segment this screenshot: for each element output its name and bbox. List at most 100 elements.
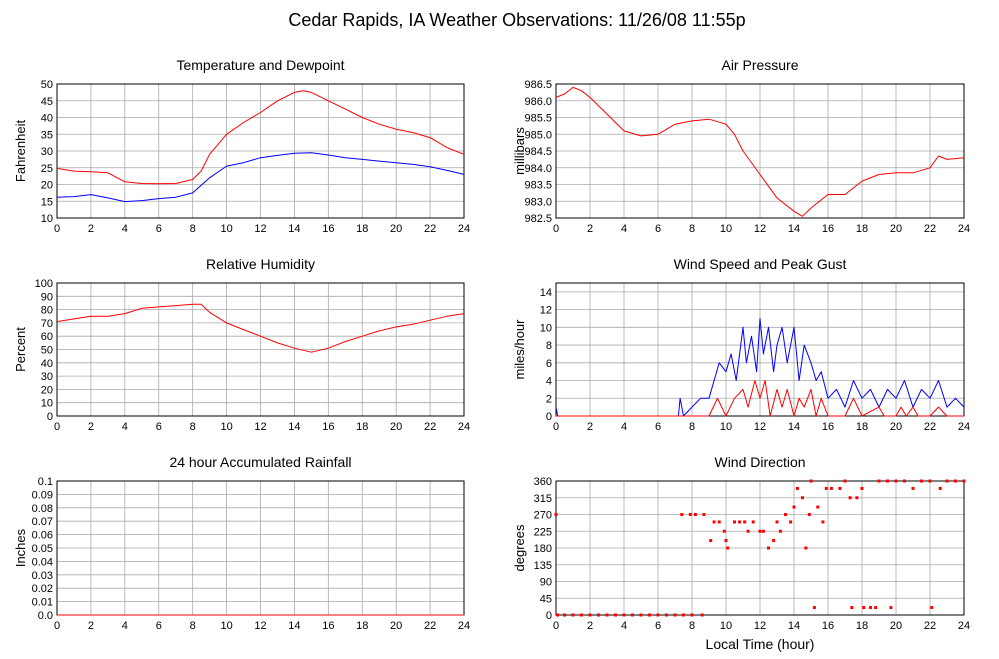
humidity-y-tick-label: 30 [41,371,53,383]
humidity-y-tick-label: 10 [41,398,53,410]
wind-x-tick-label: 24 [958,421,970,433]
temp-y-tick-label: 45 [41,96,53,108]
winddir-point [717,520,721,524]
humidity-y-tick-label: 40 [41,358,53,370]
wind-y-tick-label: 2 [546,393,552,405]
winddir-point [954,479,957,483]
wind-x-tick-label: 14 [788,421,800,433]
pressure-x-tick-label: 20 [890,223,902,235]
rain-x-tick-label: 10 [220,620,232,632]
pressure-y-tick-label: 983.0 [524,196,552,208]
winddir-point [733,520,736,524]
winddir-point [639,613,643,617]
temp-x-tick-label: 20 [390,223,402,235]
wind-x-tick-label: 0 [553,421,559,433]
temp-y-tick-label: 15 [41,196,53,208]
temp-x-tick-label: 10 [220,223,232,235]
winddir-point [722,529,726,533]
wind-x-tick-label: 16 [822,421,834,433]
wind-series-line-1 [555,318,965,417]
winddir-x-tick-label: 14 [788,620,800,632]
winddir-point [801,496,804,500]
humidity-y-tick-label: 80 [41,305,53,317]
winddir-point [894,479,898,483]
temp-y-tick-label: 25 [41,163,53,175]
humidity-x-tick-label: 4 [122,421,128,433]
rain-y-tick-label: 0.05 [32,543,53,555]
winddir-point [886,479,889,483]
wind-x-tick-label: 10 [720,421,732,433]
winddir-x-tick-label: 4 [621,620,627,632]
winddir-x-tick-label: 20 [890,620,902,632]
winddir-point [751,520,755,524]
winddir-point [812,606,816,610]
humidity-title: Relative Humidity [206,256,315,272]
winddir-point [693,513,697,516]
pressure-x-tick-label: 16 [822,223,834,235]
humidity-x-tick-label: 18 [356,421,368,433]
wind-title: Wind Speed and Peak Gust [674,256,847,272]
winddir-point [843,479,847,483]
winddir-point [690,613,694,617]
winddir-point [816,505,820,509]
winddir-point [571,613,575,617]
winddir-x-tick-label: 16 [822,620,834,632]
wind-x-tick-label: 22 [924,421,936,433]
winddir-point [789,520,793,524]
temp-title: Temperature and Dewpoint [176,57,344,73]
winddir-point [597,613,600,617]
winddir-point [807,513,811,516]
winddir-y-tick-label: 270 [534,510,552,522]
pressure-x-tick-label: 24 [958,223,970,235]
rain-x-tick-label: 4 [122,620,128,632]
winddir-point [930,606,934,610]
rain-x-tick-label: 12 [254,620,266,632]
humidity-y-tick-label: 100 [35,278,53,290]
temp-y-tick-label: 10 [41,213,53,225]
winddir-y-axis-label: degrees [512,524,527,571]
winddir-point [702,513,706,516]
rain-y-tick-label: 0.01 [32,597,53,609]
winddir-point [761,529,765,533]
pressure-title: Air Pressure [721,57,798,73]
winddir-point [945,479,949,483]
winddir-point [784,513,787,516]
x-axis-label: Local Time (hour) [706,636,815,652]
rain-y-tick-label: 0.03 [32,570,53,582]
winddir-y-tick-label: 90 [540,577,552,589]
winddir-point [622,613,626,617]
pressure-series-line-1 [555,86,965,217]
pressure-y-tick-label: 984.5 [524,146,552,158]
pressure-x-tick-label: 6 [655,223,661,235]
wind-y-tick-label: 12 [540,305,552,317]
temp-x-tick-label: 4 [122,223,128,235]
pressure-x-tick-label: 0 [553,223,559,235]
winddir-point [614,613,617,617]
humidity-y-tick-label: 70 [41,318,53,330]
winddir-point [938,486,942,490]
wind-x-tick-label: 18 [856,421,868,433]
humidity-series-line-1 [56,303,465,353]
winddir-point [962,479,966,483]
humidity-x-tick-label: 8 [190,421,196,433]
temp-x-tick-label: 12 [254,223,266,235]
humidity-x-tick-label: 14 [288,421,300,433]
wind-y-axis-label: miles/hour [512,319,527,380]
winddir-x-tick-label: 2 [587,620,593,632]
temp-x-tick-label: 2 [88,223,94,235]
rain-y-tick-label: 0.04 [32,556,53,568]
temp-y-tick-label: 40 [41,113,53,125]
winddir-x-tick-label: 6 [655,620,661,632]
winddir-point [682,613,685,617]
winddir-point [554,513,558,516]
temp-y-axis-label: Fahrenheit [13,120,28,183]
rain-x-tick-label: 16 [322,620,334,632]
pressure-x-tick-label: 18 [856,223,868,235]
winddir-y-tick-label: 45 [540,593,552,605]
pressure-x-tick-label: 8 [689,223,695,235]
pressure-frame [555,83,965,219]
humidity-x-tick-label: 12 [254,421,266,433]
humidity-x-tick-label: 2 [88,421,94,433]
pressure-y-tick-label: 982.5 [524,213,552,225]
wind-y-tick-label: 14 [540,287,552,299]
